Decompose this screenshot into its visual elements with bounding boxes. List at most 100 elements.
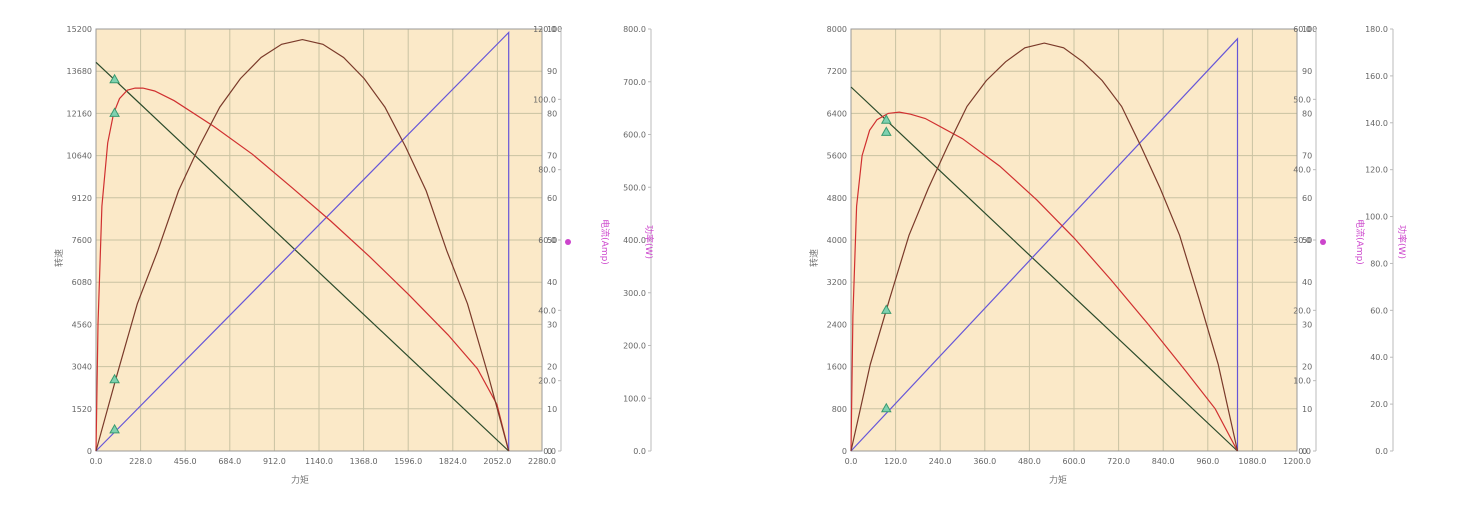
y1-tick-label: 90 — [1302, 67, 1312, 76]
y-tick-label: 6400 — [827, 109, 847, 118]
x-axis-title: 力矩 — [291, 474, 309, 486]
operating-point-marker — [880, 126, 892, 136]
operating-point-marker — [109, 373, 120, 384]
y-tick-label: 8000 — [827, 25, 847, 34]
power-axis-tick-label: 60.0 — [1370, 306, 1388, 315]
y-axis-title: 转速 — [808, 249, 820, 267]
current-axis-title: 电流(Amp) — [1354, 219, 1366, 265]
y-tick-label: 10640 — [67, 152, 92, 161]
y1-tick-label: 60 — [547, 194, 557, 203]
series-line-output_power — [850, 42, 1239, 452]
series-line-output_power — [95, 38, 510, 452]
current-axis-tick-label: 20.0 — [1293, 306, 1311, 315]
y1-tick-label: 10 — [1302, 405, 1312, 414]
y1-tick-label: 50 — [547, 236, 557, 245]
y1-tick-label: 100 — [1302, 25, 1317, 34]
y1-tick-label: 90 — [547, 67, 557, 76]
y-tick-label: 0 — [87, 447, 92, 456]
series-line-speed — [850, 86, 1238, 452]
power-axis-tick-label: 600.0 — [623, 131, 646, 140]
y-tick-label: 13680 — [67, 67, 92, 76]
current-axis-tick-label: 50.0 — [1293, 95, 1311, 104]
y1-tick-label: 40 — [1302, 278, 1312, 287]
operating-point-marker — [880, 402, 892, 413]
x-tick-label: 1200.0 — [1283, 457, 1311, 466]
power-axis-tick-label: 700.0 — [623, 78, 646, 87]
y-tick-label: 15200 — [67, 25, 92, 34]
x-tick-label: 684.0 — [218, 457, 241, 466]
power-axis-tick-label: 0.0 — [1375, 447, 1388, 456]
power-axis-tick-label: 40.0 — [1370, 353, 1388, 362]
operating-point-marker — [109, 73, 120, 84]
x-tick-label: 1824.0 — [439, 457, 467, 466]
x-tick-label: 840.0 — [1152, 457, 1175, 466]
power-axis-tick-label: 80.0 — [1370, 259, 1388, 268]
y-tick-label: 9120 — [72, 194, 92, 203]
x-tick-label: 2052.0 — [483, 457, 511, 466]
y1-tick-label: 80 — [547, 109, 557, 118]
plot-frame — [850, 28, 1298, 452]
y1-tick-label: 70 — [547, 152, 557, 161]
x-tick-label: 120.0 — [884, 457, 907, 466]
power-axis-tick-label: 800.0 — [623, 25, 646, 34]
x-tick-label: 1596.0 — [394, 457, 422, 466]
x-tick-label: 1080.0 — [1238, 457, 1266, 466]
chart-1: 0.0 228.0 456.0 684.0 912.0 1140.0 1368.0 1596.… — [53, 25, 655, 486]
y1-tick-label: 40 — [547, 278, 557, 287]
x-axis-title: 力矩 — [1049, 474, 1067, 486]
y-axis-title: 转速 — [53, 249, 65, 267]
power-axis-tick-label: 100.0 — [1365, 213, 1388, 222]
current-axis-tick-label: 80.0 — [538, 166, 556, 175]
y-tick-label: 12160 — [67, 109, 92, 118]
y-tick-label: 7200 — [827, 67, 847, 76]
y1-tick-label: 20 — [547, 363, 557, 372]
y1-tick-label: 30 — [547, 320, 557, 329]
current-axis-tick-label: 40.0 — [538, 306, 556, 315]
x-tick-label: 1368.0 — [350, 457, 378, 466]
power-axis-tick-label: 20.0 — [1370, 400, 1388, 409]
x-tick-label: 0.0 — [845, 457, 858, 466]
x-tick-label: 456.0 — [174, 457, 197, 466]
y-tick-label: 3040 — [72, 363, 92, 372]
y1-tick-label: 60 — [1302, 194, 1312, 203]
y-tick-label: 4000 — [827, 236, 847, 245]
series-color-dot — [565, 239, 571, 245]
series-line-current — [850, 37, 1239, 452]
power-axis-tick-label: 0.0 — [633, 447, 646, 456]
y1-tick-label: 20 — [1302, 363, 1312, 372]
x-tick-label: 912.0 — [263, 457, 286, 466]
power-axis-title: 功率(W) — [1396, 225, 1408, 259]
current-axis-title: 电流(Amp) — [599, 219, 611, 265]
y1-tick-label: 0 — [547, 447, 552, 456]
x-tick-label: 228.0 — [129, 457, 152, 466]
x-tick-label: 240.0 — [929, 457, 952, 466]
y1-tick-label: 30 — [1302, 320, 1312, 329]
operating-point-marker — [880, 304, 892, 314]
y1-tick-label: 70 — [1302, 152, 1312, 161]
series-line-efficiency — [850, 111, 1239, 452]
current-axis-tick-label: 60.0 — [538, 236, 556, 245]
current-axis-tick-label: 0.0 — [543, 447, 556, 456]
y-tick-label: 3200 — [827, 278, 847, 287]
x-tick-label: 720.0 — [1107, 457, 1130, 466]
x-tick-label: 1140.0 — [305, 457, 333, 466]
current-axis-tick-label: 0.0 — [1298, 447, 1311, 456]
series-line-efficiency — [95, 87, 510, 452]
power-axis-tick-label: 180.0 — [1365, 25, 1388, 34]
current-axis-tick-label: 100.0 — [533, 95, 556, 104]
power-axis-title: 功率(W) — [643, 225, 655, 259]
y-tick-label: 6080 — [72, 278, 92, 287]
y1-tick-label: 0 — [1302, 447, 1307, 456]
y-tick-label: 4800 — [827, 194, 847, 203]
power-axis-tick-label: 400.0 — [623, 236, 646, 245]
y1-tick-label: 100 — [547, 25, 562, 34]
power-axis-tick-label: 500.0 — [623, 183, 646, 192]
power-axis-tick-label: 300.0 — [623, 289, 646, 298]
current-axis-tick-label: 10.0 — [1293, 377, 1311, 386]
series-line-speed — [95, 61, 510, 452]
y-tick-label: 0 — [842, 447, 847, 456]
y-tick-label: 4560 — [72, 320, 92, 329]
y1-tick-label: 10 — [547, 405, 557, 414]
x-tick-label: 960.0 — [1196, 457, 1219, 466]
